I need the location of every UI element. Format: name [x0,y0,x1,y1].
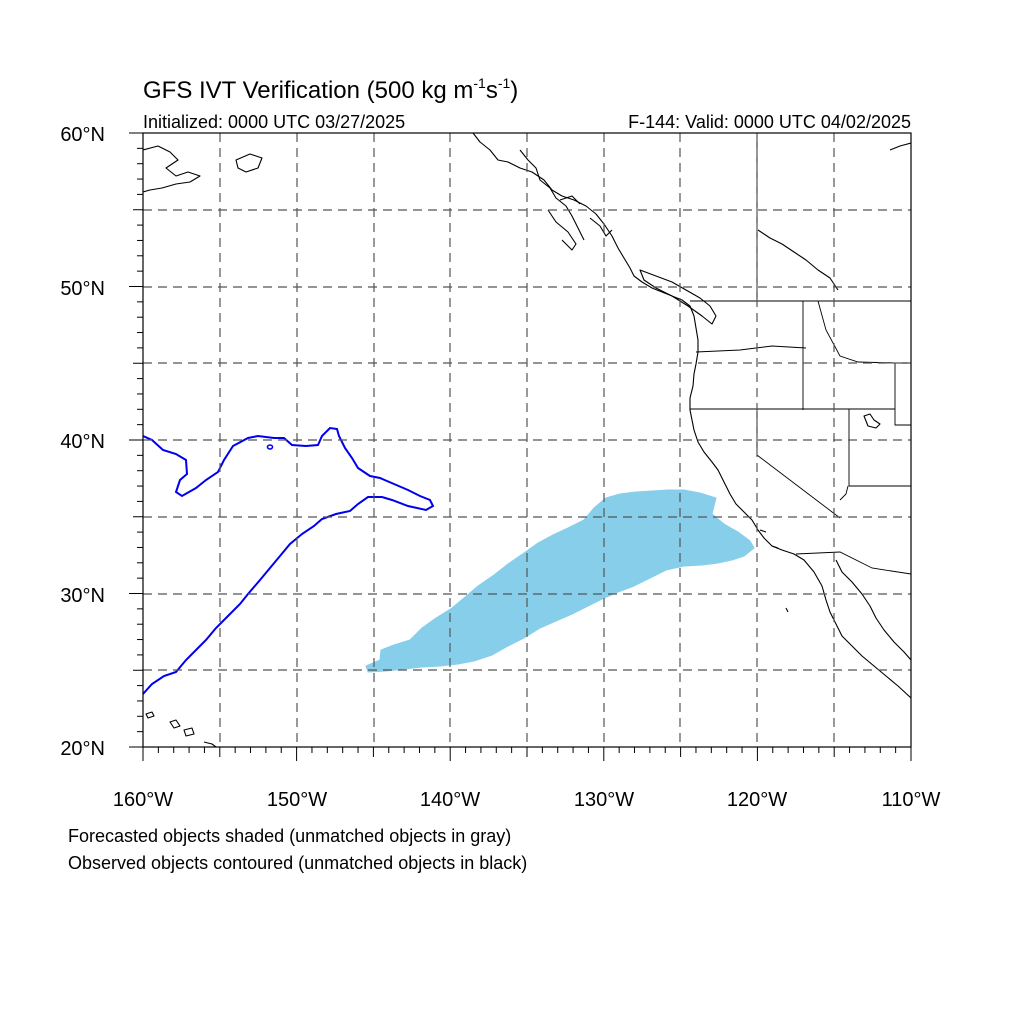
graticule [143,133,911,747]
lon-label-160w: 160°W [113,789,173,811]
coastline-hawaii [145,711,217,747]
axis-ticks [129,132,912,761]
state-borders [690,300,911,519]
coastline-hudson-edge [757,229,839,291]
lon-label-110w: 110°W [882,789,941,811]
coastline-channel-islands [759,529,789,613]
footnote-forecast: Forecasted objects shaded (unmatched obj… [68,826,511,846]
coastline-kodiak [235,153,263,173]
coastline-ne-corner [889,142,911,151]
coastline-north-america [472,133,911,699]
lat-label-60n: 60°N [60,124,105,146]
lon-label-120w: 120°W [727,789,787,811]
us-mexico-border [795,551,911,575]
lon-label-130w: 130°W [574,789,634,811]
lat-label-30n: 30°N [60,585,105,607]
lon-label-140w: 140°W [420,789,480,811]
lon-label-150w: 150°W [267,789,327,811]
map-content [143,133,911,747]
coastline-baja-interior [835,559,911,661]
coastline-alaska-gulf [143,145,201,193]
map-title: GFS IVT Verification (500 kg m-1s-1) [143,75,518,104]
lat-label-40n: 40°N [60,431,105,453]
footnote-observed: Observed objects contoured (unmatched ob… [68,853,527,873]
observed-ivt-contour-islet [266,444,274,450]
lat-label-50n: 50°N [60,278,105,300]
lat-label-20n: 20°N [60,738,105,760]
coastline-se-alaska [519,149,613,251]
coastline-vancouver-island [639,269,717,325]
initialized-time: Initialized: 0000 UTC 03/27/2025 [143,112,405,132]
coastline-great-salt-lake [863,413,881,429]
forecast-ivt-object [365,489,755,673]
valid-time: F-144: Valid: 0000 UTC 04/02/2025 [628,112,911,132]
